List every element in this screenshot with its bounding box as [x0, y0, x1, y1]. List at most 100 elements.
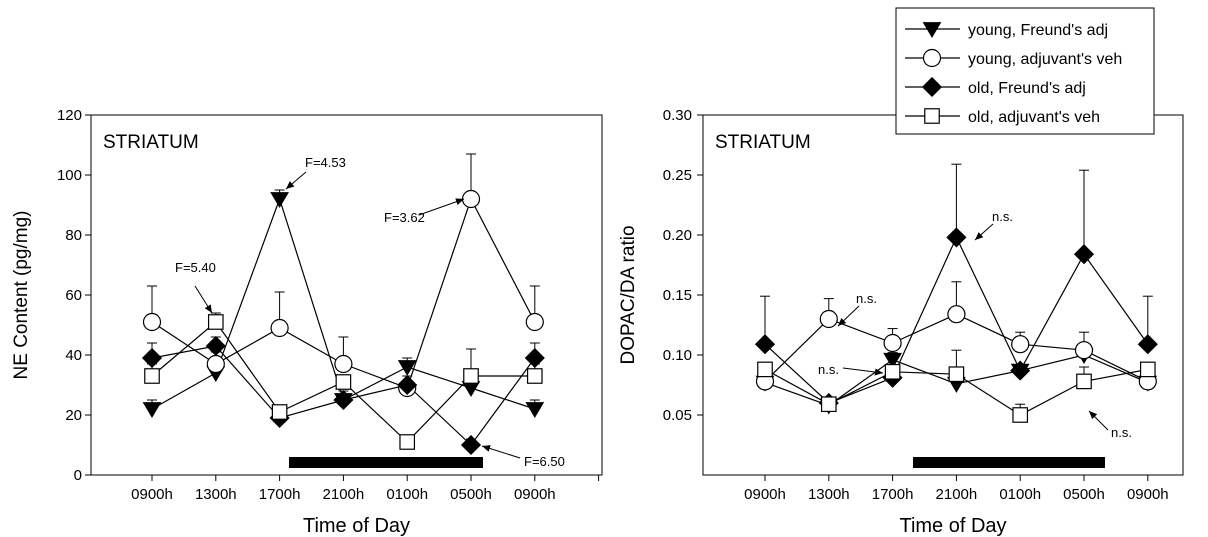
- legend-label: old, Freund's adj: [968, 80, 1086, 97]
- data-point-series-2: [142, 312, 162, 332]
- data-point-series-3: [1137, 334, 1158, 355]
- annotation-arrow-head: [482, 445, 491, 452]
- data-point-series-2: [461, 189, 481, 209]
- annotation-arrow-head: [1089, 411, 1098, 420]
- data-point-series-4: [335, 374, 352, 390]
- y-tick-label: 0.20: [663, 227, 692, 244]
- y-tick-label: 120: [57, 107, 82, 124]
- annotation-arrow-head: [975, 232, 984, 240]
- x-tick-label: 0900h: [1127, 486, 1169, 503]
- annotation-text: F=6.50: [524, 454, 565, 469]
- x-tick-label: 0100h: [386, 486, 428, 503]
- data-point-series-2: [1074, 341, 1094, 360]
- x-tick-label: 2100h: [323, 486, 365, 503]
- legend-item: old, adjuvant's veh: [905, 108, 1100, 126]
- y-tick-label: 100: [57, 167, 82, 184]
- annotation-arrow-head: [455, 198, 464, 205]
- data-point-series-4: [1139, 361, 1156, 378]
- panel-label: STRIATUM: [715, 132, 811, 153]
- data-point-series-3: [397, 374, 418, 396]
- panel-label: STRIATUM: [103, 132, 199, 153]
- data-point-series-3: [524, 347, 545, 369]
- legend-marker: [922, 22, 942, 39]
- y-tick-label: 0.30: [663, 107, 692, 124]
- y-tick-label: 0.10: [663, 347, 692, 364]
- data-point-series-3: [946, 227, 967, 248]
- data-point-series-4: [1012, 407, 1029, 423]
- legend-marker: [924, 108, 940, 124]
- data-point-series-2: [883, 333, 902, 353]
- x-tick-label: 2100h: [936, 486, 978, 503]
- data-point-series-3: [141, 347, 163, 369]
- annotation-text: n.s.: [818, 362, 839, 377]
- annotation-arrow-head: [286, 181, 295, 189]
- data-point-series-4: [948, 366, 965, 383]
- data-point-series-3: [754, 334, 776, 355]
- data-point-series-2: [334, 354, 353, 374]
- y-axis-title: NE Content (pg/mg): [11, 211, 32, 380]
- annotation-text: n.s.: [856, 291, 877, 306]
- legend-label: old, adjuvant's veh: [968, 109, 1100, 126]
- legend-label: young, Freund's adj: [968, 22, 1108, 39]
- y-tick-label: 20: [65, 407, 82, 424]
- dark-phase-bar: [289, 457, 483, 468]
- annotation-text: F=3.62: [384, 210, 425, 225]
- x-tick-label: 0500h: [450, 486, 492, 503]
- data-point-series-4: [884, 363, 901, 380]
- data-point-series-4: [399, 434, 416, 450]
- annotation-arrow-head: [874, 368, 883, 376]
- x-tick-label: 0900h: [744, 486, 786, 503]
- data-point-series-4: [820, 396, 837, 413]
- data-point-series-4: [271, 404, 288, 420]
- data-point-series-3: [333, 389, 354, 411]
- data-point-series-2: [270, 318, 289, 338]
- x-tick-label: 1300h: [195, 486, 237, 503]
- dark-phase-bar: [913, 457, 1105, 468]
- legend-label: young, adjuvant's veh: [968, 51, 1122, 68]
- data-point-series-2: [525, 312, 544, 332]
- legend-item: young, adjuvant's veh: [905, 48, 1122, 68]
- data-point-series-1: [525, 402, 545, 419]
- legend-item: young, Freund's adj: [905, 22, 1108, 39]
- chart-panel-1: 0 20 40 60 80 100 120 0900h 1300h 1700h 2100h 0100h…: [11, 107, 603, 537]
- y-tick-label: 80: [65, 227, 82, 244]
- plot-frame: [90, 114, 603, 476]
- x-axis-title: Time of Day: [303, 515, 410, 537]
- x-axis-title: Time of Day: [899, 515, 1006, 537]
- y-tick-label: 0.05: [663, 407, 692, 424]
- x-tick-label: 0900h: [131, 486, 173, 503]
- plot-frame: [702, 114, 1184, 476]
- data-point-series-4: [144, 368, 160, 384]
- y-tick-label: 0.15: [663, 287, 692, 304]
- legend: young, Freund's adj young, adjuvant's veh…: [895, 7, 1155, 135]
- data-point-series-3: [1010, 360, 1031, 381]
- legend-item: old, Freund's adj: [905, 76, 1086, 98]
- x-tick-label: 1700h: [872, 486, 914, 503]
- annotation-text: n.s.: [992, 209, 1013, 224]
- annotation-text: F=4.53: [305, 155, 346, 170]
- x-tick-label: 1300h: [808, 486, 850, 503]
- annotation-arrow-head: [838, 317, 847, 326]
- annotation-text: n.s.: [1111, 425, 1132, 440]
- data-point-series-4: [1076, 373, 1092, 390]
- data-point-series-4: [207, 314, 224, 330]
- y-tick-label: 0: [74, 467, 82, 484]
- annotation-text: F=5.40: [175, 260, 216, 275]
- data-point-series-3: [460, 434, 482, 456]
- legend-marker: [921, 76, 943, 98]
- data-point-series-3: [205, 335, 226, 357]
- data-point-series-2: [819, 309, 838, 329]
- data-point-series-4: [757, 361, 773, 378]
- legend-marker: [922, 48, 942, 68]
- y-tick-label: 60: [65, 287, 82, 304]
- data-point-series-1: [397, 360, 417, 377]
- data-point-series-2: [947, 305, 966, 324]
- y-tick-label: 0.25: [663, 167, 692, 184]
- x-tick-label: 0900h: [514, 486, 556, 503]
- data-point-series-2: [1011, 335, 1030, 354]
- data-point-series-4: [463, 368, 479, 384]
- y-axis-title: DOPAC/DA ratio: [618, 225, 639, 364]
- data-point-series-1: [270, 192, 289, 209]
- chart-panel-2: 0.05 0.10 0.15 0.20 0.25 0.30 0900h 1300h 1700h 2…: [618, 107, 1184, 537]
